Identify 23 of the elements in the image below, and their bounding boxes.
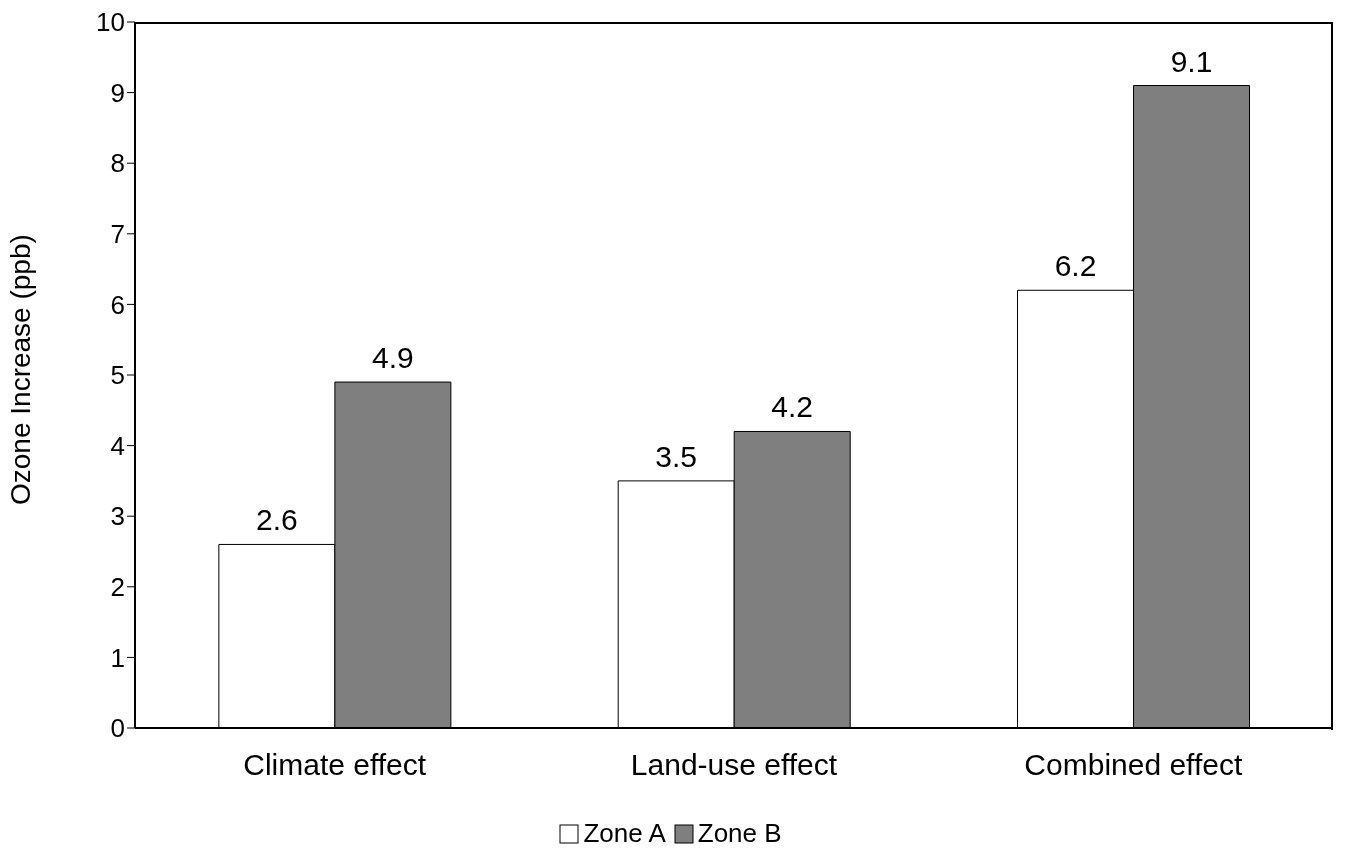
y-tick-label: 6	[110, 289, 125, 320]
y-tick-label: 9	[110, 77, 125, 108]
y-tick-label: 5	[110, 360, 125, 391]
legend-label: Zone A	[583, 818, 666, 849]
y-tick-label: 10	[96, 7, 125, 38]
legend-label: Zone B	[697, 818, 782, 849]
x-tick-label: Land-use effect	[630, 748, 838, 782]
y-tick-label: 7	[110, 219, 125, 250]
y-tick-label: 3	[110, 501, 125, 532]
data-label: 4.9	[372, 341, 414, 375]
x-tick-label: Climate effect	[243, 748, 427, 782]
y-tick-label: 1	[110, 642, 125, 673]
y-axis-title: Ozone Increase (ppb)	[4, 234, 36, 505]
data-label: 2.6	[256, 503, 298, 537]
x-tick-label: Combined effect	[1024, 748, 1243, 782]
data-label: 9.1	[1170, 44, 1213, 78]
y-tick-label: 8	[110, 148, 125, 179]
y-tick-label: 4	[110, 430, 125, 461]
data-label: 3.5	[655, 439, 698, 473]
data-label: 6.2	[1054, 249, 1097, 283]
data-label: 4.2	[771, 390, 814, 424]
y-tick-label: 0	[110, 713, 125, 744]
y-tick-label: 2	[110, 572, 125, 603]
